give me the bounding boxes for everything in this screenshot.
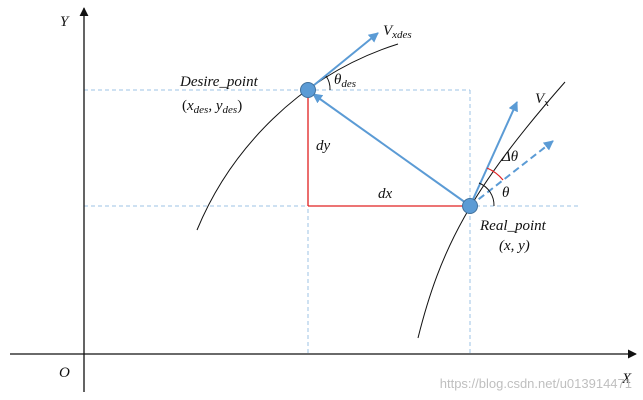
origin-label: O <box>59 365 70 381</box>
theta-des-main: θ <box>334 72 342 88</box>
real-point-coords-label: (x, y) <box>499 238 530 254</box>
desire-coords-close: ) <box>237 98 242 114</box>
desired-trajectory-curve <box>196 43 399 231</box>
desired-velocity-label: Vxdes <box>383 23 412 41</box>
theta-des-sub: des <box>341 78 356 90</box>
desired-heading-dashed-arrow <box>469 140 554 207</box>
error-vector-arrow <box>312 93 467 204</box>
real-point-marker <box>462 198 478 214</box>
desire-coords-y-sub: des <box>223 104 238 116</box>
desired-velocity-sub: xdes <box>391 29 412 41</box>
desire-coords-sep: , <box>208 98 216 114</box>
desired-velocity-arrow <box>307 32 379 91</box>
desire-coords-x-sub: des <box>194 104 209 116</box>
desire-coords-open: ( <box>182 98 187 114</box>
real-point-name-label: Real_point <box>479 218 547 234</box>
dy-label: dy <box>316 138 331 154</box>
theta-angle-arc <box>478 182 495 207</box>
real-velocity-sub: x <box>543 97 549 109</box>
real-velocity-main: V <box>535 91 546 107</box>
y-axis-label: Y <box>60 14 70 30</box>
dx-label: dx <box>378 186 393 202</box>
desired-velocity-main: V <box>383 23 394 39</box>
desire-point-name-label: Desire_point <box>179 74 259 90</box>
x-axis-label: X <box>621 371 632 387</box>
real-velocity-label: Vx <box>535 91 549 109</box>
desire-coords-x: x <box>186 98 194 114</box>
desire-coords-y: y <box>214 98 223 114</box>
real-velocity-arrow <box>469 101 518 207</box>
theta-label: θ <box>502 185 510 201</box>
desire-point-coords-label: (xdes, ydes) <box>182 98 242 116</box>
watermark-text: https://blog.csdn.net/u013914471 <box>440 376 632 391</box>
theta-des-angle-arc <box>325 75 331 91</box>
delta-theta-angle-arc <box>486 167 504 181</box>
theta-des-label: θdes <box>334 72 356 90</box>
desire-point-marker <box>300 82 316 98</box>
real-trajectory-curve <box>417 81 566 339</box>
delta-theta-label: Δθ <box>501 149 519 165</box>
